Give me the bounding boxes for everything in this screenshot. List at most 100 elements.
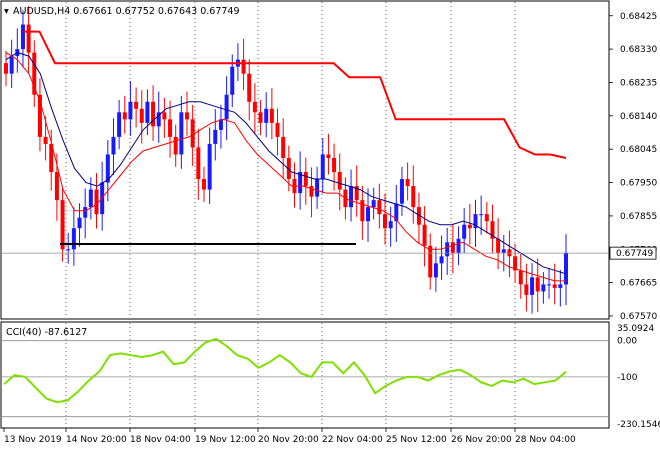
candle-body [496, 238, 501, 253]
y-tick-label: 0.67855 [620, 212, 657, 222]
candle-body [439, 256, 444, 264]
candle-body [105, 154, 110, 183]
candle-body [394, 203, 399, 222]
candle-body [547, 284, 552, 286]
candle-body [405, 179, 410, 187]
candle-body [230, 66, 235, 95]
candle-body [541, 284, 546, 292]
x-tick-label: 28 Nov 04:00 [515, 435, 576, 445]
cci-y-tick-label: -230.1546 [617, 420, 660, 430]
candle-body [218, 119, 223, 130]
candle-body [433, 263, 438, 278]
candle-body [156, 112, 161, 127]
cci-y-tick-label: 0.00 [617, 337, 637, 347]
candle-body [422, 224, 427, 246]
y-tick-label: 0.68045 [620, 145, 657, 155]
candle-body [382, 214, 387, 229]
x-tick-label: 13 Nov 2019 [4, 435, 62, 445]
candle-body [168, 119, 173, 137]
cci-panel-frame [0, 321, 610, 429]
y-tick-label: 0.68235 [620, 78, 657, 88]
candle-body [445, 242, 450, 257]
last-price-box [609, 246, 657, 260]
candle-body [456, 238, 461, 253]
candle-body [60, 200, 65, 250]
candle-body [399, 179, 404, 204]
x-tick-label: 19 Nov 12:00 [195, 435, 256, 445]
candle-body [258, 112, 263, 123]
candle-body [145, 101, 150, 123]
cci-info: CCI(40) -87.6127 [6, 327, 87, 338]
axes: 0.68425 0.68330 0.68235 0.68140 0.68045 0.679… [3, 12, 660, 445]
y-tick-label: 0.67570 [620, 312, 657, 322]
candle-body [173, 136, 178, 155]
y-tick-label: 0.68330 [620, 45, 657, 55]
candle-body [201, 179, 206, 190]
x-tick-label: 25 Nov 12:00 [386, 435, 447, 445]
x-tick-label: 26 Nov 20:00 [451, 435, 512, 445]
candle-body [37, 94, 42, 137]
candle-body [32, 52, 37, 95]
x-tick-label: 22 Nov 04:00 [322, 435, 383, 445]
candle-body [530, 277, 535, 295]
symbol-collapse-icon[interactable]: ▾ [4, 6, 9, 17]
candle-body [43, 136, 48, 144]
price-marks [2, 5, 608, 314]
candle-body [360, 200, 365, 222]
candle-body [326, 154, 331, 158]
candle-body [122, 112, 127, 120]
candle-body [388, 221, 393, 229]
y-tick-label: 0.67665 [620, 279, 657, 289]
candle-body [479, 214, 484, 216]
candle-body [128, 101, 133, 120]
candle-body [20, 24, 25, 50]
candle-body [428, 245, 433, 278]
candle-body [134, 101, 139, 109]
trailing-stop-line [24, 30, 567, 159]
candle-body [83, 207, 88, 218]
candle-body [450, 242, 455, 253]
candle-body [241, 59, 246, 74]
candle-body [416, 207, 421, 225]
candle-body [117, 112, 122, 137]
candle-body [264, 108, 269, 123]
candle-body [564, 252, 568, 285]
candle-body [9, 56, 14, 74]
x-tick-label: 20 Nov 20:00 [258, 435, 319, 445]
candle-body [88, 189, 93, 208]
candle-body [94, 189, 99, 215]
candle-body [524, 284, 529, 295]
symbol-info: AUDUSD,H4 0.67661 0.67752 0.67643 0.6774… [13, 6, 240, 17]
cci-y-tick-label: -100 [617, 373, 638, 383]
candle-body [269, 108, 274, 123]
slow-moving-average-line [5, 52, 567, 275]
candle-body [377, 200, 382, 215]
candle-body [190, 119, 195, 148]
candle-body [518, 270, 523, 285]
candle-body [151, 101, 156, 127]
fast-moving-average-line [5, 52, 566, 282]
y-tick-label: 0.68140 [620, 112, 657, 122]
candle-body [252, 101, 257, 113]
candle-body [513, 256, 518, 271]
candle-body [275, 122, 280, 137]
candle-body [490, 221, 495, 239]
candle-body [354, 186, 359, 201]
cci-line [3, 337, 567, 404]
candle-body [213, 129, 218, 144]
candle-body [462, 224, 467, 239]
candle-body [162, 112, 167, 120]
candle-body [337, 172, 342, 190]
candle-body [320, 154, 325, 180]
candle-body [309, 186, 314, 197]
candle-body [298, 172, 303, 194]
candle-body [286, 157, 291, 180]
candle-body [71, 228, 76, 250]
candle-body [501, 249, 506, 253]
candle-body [484, 214, 489, 222]
candle-body [179, 112, 184, 155]
cci-y-tick-label: 35.0924 [617, 324, 654, 334]
candle-body [366, 207, 371, 222]
